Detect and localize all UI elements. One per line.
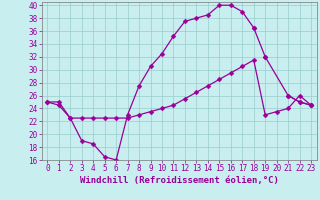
X-axis label: Windchill (Refroidissement éolien,°C): Windchill (Refroidissement éolien,°C) — [80, 176, 279, 185]
